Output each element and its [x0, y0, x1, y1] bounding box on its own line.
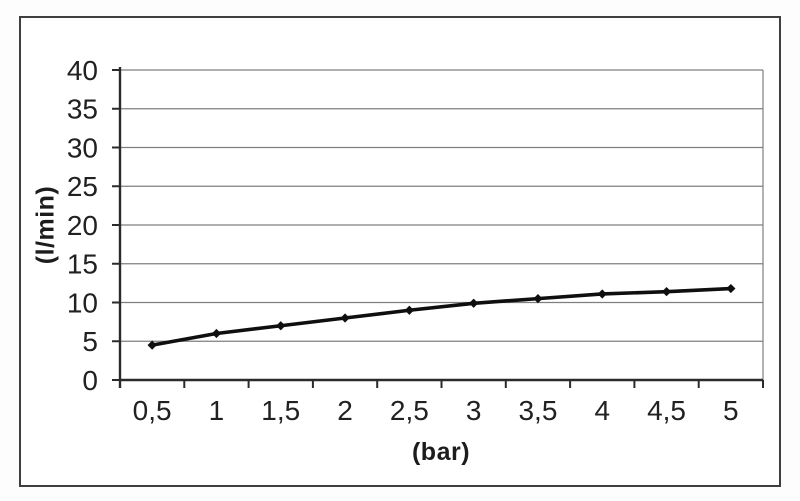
data-point-marker — [147, 340, 157, 350]
data-point-marker — [597, 289, 607, 299]
data-point-marker — [661, 287, 672, 297]
y-tick-label: 25 — [67, 171, 98, 202]
series-line — [150, 286, 733, 347]
x-tick-label: 1 — [209, 395, 225, 426]
data-point-marker — [726, 283, 736, 294]
x-tick-label: 0,5 — [133, 395, 172, 426]
y-tick-label: 0 — [82, 365, 98, 396]
x-tick-label: 1,5 — [261, 395, 300, 426]
x-tick-label: 3 — [466, 395, 482, 426]
y-tick-label: 5 — [82, 326, 98, 357]
y-tick-label: 20 — [67, 210, 98, 241]
data-point-marker — [211, 328, 222, 339]
y-tick-label: 35 — [67, 94, 98, 125]
x-tick-label: 4,5 — [647, 395, 686, 426]
y-axis-title: (l/min) — [31, 185, 60, 265]
x-axis-title: (bar) — [411, 438, 471, 466]
data-point-marker — [533, 294, 543, 304]
chart-frame — [19, 16, 781, 487]
x-tick-label: 5 — [723, 395, 739, 426]
x-tick-label: 2 — [337, 395, 353, 426]
x-tick-label: 3,5 — [518, 395, 557, 426]
data-point-marker — [469, 298, 479, 308]
y-tick-label: 30 — [67, 132, 98, 163]
y-tick-label: 10 — [67, 287, 98, 318]
data-point-marker — [276, 321, 286, 331]
x-tick-label: 4 — [594, 395, 610, 426]
data-point-marker — [404, 305, 414, 315]
y-tick-label: 40 — [67, 55, 98, 86]
data-point-marker — [340, 313, 350, 323]
x-tick-label: 2,5 — [390, 395, 429, 426]
y-tick-label: 15 — [67, 249, 98, 280]
